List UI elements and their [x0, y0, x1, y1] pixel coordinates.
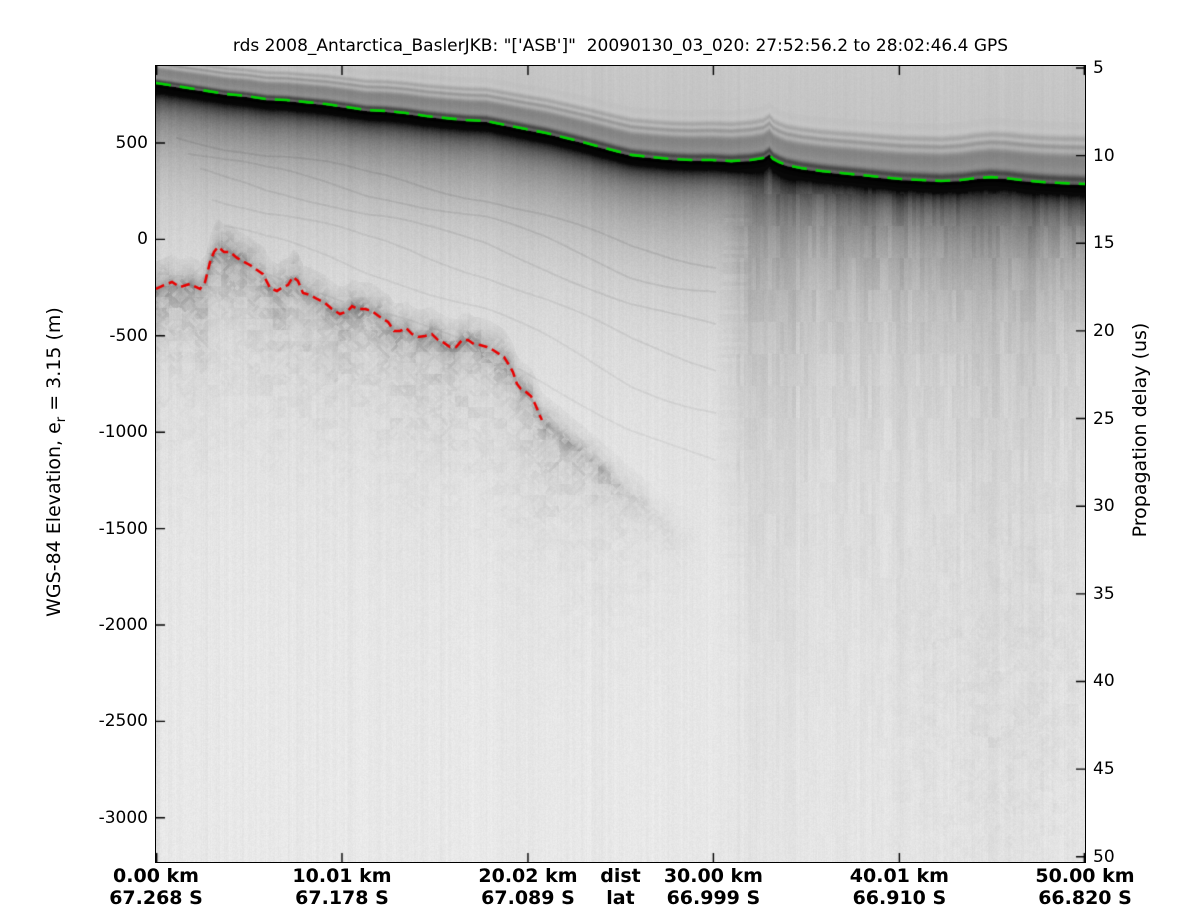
x-axis-lat-tick-label: 67.268 S: [109, 887, 203, 909]
left-axis-tick-label: -1000: [98, 422, 148, 443]
right-axis-tick-label: 20: [1093, 320, 1115, 341]
x-axis-dist-tick-label: 30.00 km: [663, 865, 763, 887]
right-axis-tick-label: 30: [1093, 496, 1115, 517]
x-axis-dist-tick-label: 40.01 km: [849, 865, 949, 887]
x-axis-dist-tick-label: 10.01 km: [292, 865, 392, 887]
right-axis-tick-label: 45: [1093, 759, 1115, 780]
right-axis-tick-label: 40: [1093, 671, 1115, 692]
left-axis-tick-label: -2000: [98, 615, 148, 635]
left-axis-tick-label: 500: [115, 133, 148, 153]
left-axis-tick-label: -3000: [98, 807, 148, 828]
right-axis-tick-label: 5: [1093, 58, 1104, 78]
left-axis-tick-label: -2500: [98, 711, 148, 732]
x-axis-lat-tick-label: 66.910 S: [852, 887, 947, 909]
x-axis-lat-tick-label: 67.178 S: [295, 887, 389, 909]
figure-title: rds 2008_Antarctica_BaslerJKB: "['ASB']"…: [232, 36, 1009, 56]
right-axis-tick-label: 15: [1093, 233, 1115, 254]
left-axis-label: WGS-84 Elevation, er = 3.15 (m): [43, 307, 69, 617]
x-axis-dist-name: dist: [600, 865, 641, 887]
x-axis-dist-tick-label: 50.00 km: [1035, 865, 1135, 887]
right-axis-tick-label: 35: [1093, 583, 1115, 604]
left-axis-label-suffix: = 3.15 (m): [43, 307, 66, 417]
right-axis-tick-label: 10: [1093, 145, 1115, 166]
x-axis-lat-name: lat: [606, 887, 635, 909]
left-axis-tick-label: -1500: [98, 518, 148, 539]
right-axis-tick-label: 25: [1093, 408, 1115, 429]
x-axis-lat-tick-label: 66.820 S: [1038, 887, 1132, 909]
right-axis-tick-label: 50: [1093, 846, 1115, 867]
x-axis-dist-tick-label: 20.02 km: [478, 865, 578, 887]
x-axis-dist-tick-label: 0.00 km: [113, 865, 199, 887]
echogram-canvas: [156, 66, 1085, 862]
left-axis-tick-label: -500: [109, 325, 148, 346]
echogram-plot-area: [155, 65, 1086, 863]
left-axis-tick-label: 0: [137, 229, 148, 250]
